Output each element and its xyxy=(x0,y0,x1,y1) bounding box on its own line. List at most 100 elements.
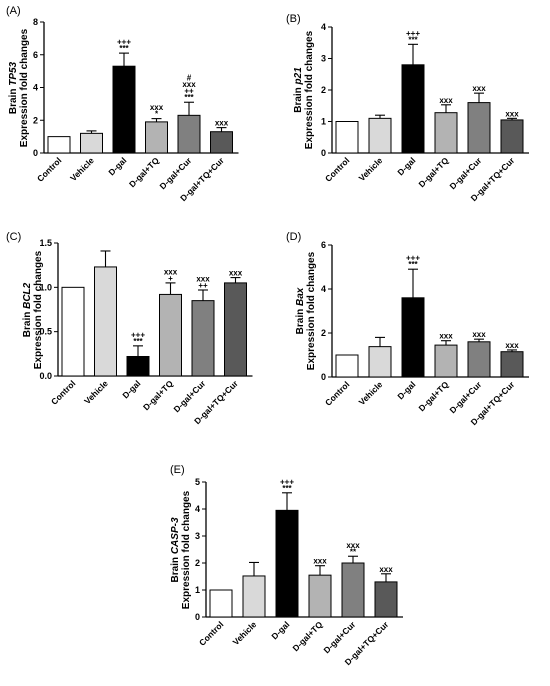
x-tick-label: D-gal+TQ xyxy=(416,155,450,189)
y-axis-label: Brain p21Expression fold changes xyxy=(293,30,315,149)
panel-label: (D) xyxy=(286,231,301,243)
y-axis-label-prefix: Brain xyxy=(22,309,33,337)
panel-d: (D) 0 2 4 6 Brain BaxExpression fold changes C… xyxy=(286,231,529,427)
significance-marker: ++ xyxy=(184,87,194,96)
significance-marker: +++ xyxy=(131,330,145,339)
y-tick-label: 1.5 xyxy=(39,238,52,248)
significance-marker: # xyxy=(187,74,192,83)
bar xyxy=(341,562,365,618)
significance-marker: *** xyxy=(282,484,292,493)
y-tick-label: 0 xyxy=(33,148,38,158)
y-tick-label: 0.5 xyxy=(39,327,52,337)
significance-marker: *** xyxy=(408,35,418,44)
x-tick-label: Control xyxy=(197,619,225,647)
y-tick-label: 6 xyxy=(33,50,38,60)
significance-marker: xxx xyxy=(472,84,486,93)
y-tick-label: 3 xyxy=(195,531,200,541)
y-tick-label: 1.0 xyxy=(39,282,52,292)
bar xyxy=(434,112,458,154)
bar xyxy=(500,119,524,154)
significance-marker: xxx xyxy=(472,330,486,339)
bar xyxy=(191,300,215,377)
significance-marker: +++ xyxy=(280,477,294,486)
bar xyxy=(47,136,71,154)
y-tick-label: 0.0 xyxy=(39,371,52,381)
y-tick-label: 4 xyxy=(33,83,38,93)
y-tick-label: 4 xyxy=(195,504,200,514)
significance-marker: +++ xyxy=(117,38,131,47)
significance-marker: xxx xyxy=(439,96,453,105)
x-tick-label: D-gal+TQ xyxy=(416,379,450,413)
x-tick-label: D-gal+TQ xyxy=(290,619,324,653)
bar xyxy=(434,344,458,378)
x-tick-label: Control xyxy=(35,155,63,183)
x-tick-label: D-gal xyxy=(395,155,417,177)
y-axis-label-prefix: Brain xyxy=(293,84,304,112)
x-tick-label: D-gal+TQ xyxy=(141,378,175,412)
y-tick-label: 0 xyxy=(321,148,326,158)
y-tick-label: 4 xyxy=(321,284,326,294)
significance-marker: xxx xyxy=(215,119,229,128)
bar xyxy=(145,121,168,154)
panel-label: (C) xyxy=(6,231,21,243)
x-tick-label: D-gal xyxy=(120,378,142,400)
significance-marker: xxx xyxy=(164,267,178,276)
x-tick-label: D-gal xyxy=(106,155,128,177)
y-axis-label: Brain TP53Expression fold changes xyxy=(8,28,30,147)
bar xyxy=(467,102,491,154)
panel-label: (E) xyxy=(170,464,185,476)
bar xyxy=(368,346,392,378)
bar xyxy=(275,509,299,618)
panel-label: (A) xyxy=(6,5,21,17)
y-axis-label-gene: TP53 xyxy=(8,61,19,85)
y-tick-label: 4 xyxy=(321,22,326,32)
panel-b: (B) 0 1 2 3 4 Brain p21Expression fold changes… xyxy=(286,13,529,203)
y-axis-label-prefix: Brain xyxy=(8,86,19,114)
x-tick-label: Control xyxy=(323,379,351,407)
y-tick-label: 3 xyxy=(321,54,326,64)
bar xyxy=(368,117,392,154)
y-tick-label: 1 xyxy=(321,117,326,127)
significance-marker: ++ xyxy=(198,281,208,290)
bar xyxy=(61,286,85,377)
significance-marker: + xyxy=(168,274,173,283)
bar xyxy=(80,132,103,154)
y-axis-label: Brain BCL2Expression fold changes xyxy=(22,250,44,369)
bar xyxy=(308,574,332,618)
significance-marker: xxx xyxy=(313,557,327,566)
y-tick-label: 2 xyxy=(33,115,38,125)
significance-marker: *** xyxy=(133,337,143,346)
y-tick-label: 2 xyxy=(321,328,326,338)
x-tick-label: Vehicle xyxy=(231,619,259,647)
y-tick-label: 2 xyxy=(321,85,326,95)
y-tick-label: 5 xyxy=(195,477,200,487)
y-axis-label-line2: Expression fold changes xyxy=(306,251,317,370)
y-axis-label-line2: Expression fold changes xyxy=(304,30,315,149)
y-axis-label-line2: Expression fold changes xyxy=(33,250,44,369)
significance-marker: *** xyxy=(408,260,418,269)
significance-marker: xxx xyxy=(196,274,210,283)
y-axis-label: Brain BaxExpression fold changes xyxy=(295,251,317,370)
x-tick-label: Vehicle xyxy=(82,378,110,406)
bar xyxy=(210,131,233,154)
significance-marker: xxx xyxy=(182,80,196,89)
bar xyxy=(224,282,247,377)
significance-marker: *** xyxy=(119,44,129,53)
significance-marker: xxx xyxy=(346,541,360,550)
panel-c: (C) 0.0 0.5 1.0 1.5 Brain BCL2Expression fold… xyxy=(6,231,253,426)
significance-marker: +++ xyxy=(406,29,420,38)
significance-marker: xxx xyxy=(150,103,164,112)
significance-marker: xxx xyxy=(379,565,393,574)
significance-marker: xxx xyxy=(439,332,453,341)
bar xyxy=(467,341,491,378)
x-tick-label: D-gal xyxy=(269,619,291,641)
bar xyxy=(177,114,201,154)
y-axis-label-gene: Bax xyxy=(295,287,306,306)
significance-marker: * xyxy=(155,110,159,119)
bar xyxy=(126,355,150,377)
y-tick-label: 8 xyxy=(33,17,38,27)
x-tick-label: D-gal+TQ xyxy=(127,155,161,189)
bar xyxy=(159,293,182,377)
